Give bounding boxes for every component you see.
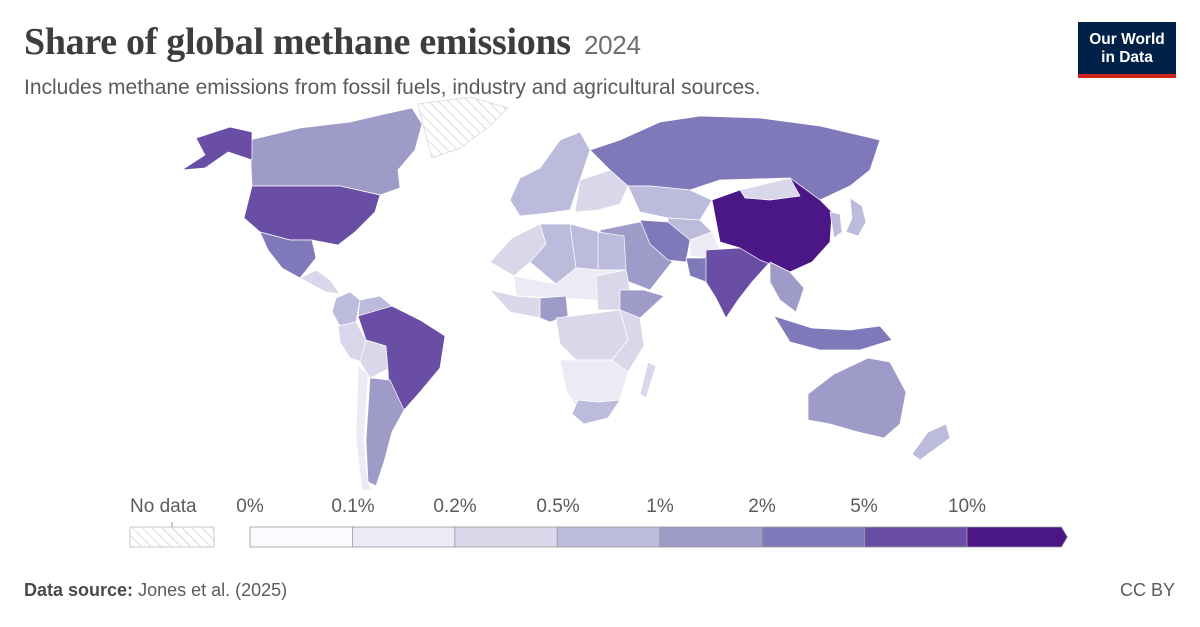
legend-bin[interactable] [454,526,558,548]
region-indonesia[interactable]: Indonesia [773,315,893,351]
region-ethiopia[interactable]: Ethiopia [619,289,665,319]
legend-tick-label: 0.2% [433,496,477,517]
legend-tick-label: 0% [236,496,264,517]
map-legend [129,522,1068,548]
data-source: Data source: Jones et al. (2025) [24,580,287,601]
region-canada[interactable]: Canada [249,107,423,196]
legend-tick-label: 0.1% [331,496,375,517]
region-new-zealand[interactable]: New Zealand [911,423,951,461]
legend-nodata-swatch [129,526,215,548]
region-south-africa[interactable]: South Africa [571,399,621,425]
legend-nodata-label: No data [130,496,197,517]
owid-logo[interactable]: Our World in Data [1078,22,1176,78]
legend-bin[interactable] [249,526,353,548]
region-madagascar[interactable]: Madagascar [639,361,657,399]
region-colombia[interactable]: Colombia [331,291,361,327]
license: CC BY [1119,580,1175,600]
legend-tick-label: 5% [850,496,878,517]
region-japan[interactable]: Japan [845,197,867,237]
region-kazakhstan[interactable]: Kazakhstan [627,185,713,221]
legend-bin[interactable] [659,526,763,548]
region-southeast-asia[interactable]: Southeast Asia [769,261,805,313]
chart-subtitle: Includes methane emissions from fossil f… [24,76,761,99]
logo-line-2: in Data [1101,49,1153,66]
region-chile[interactable]: Chile [355,365,373,491]
region-mongolia[interactable]: Mongolia [739,177,801,201]
region-alaska[interactable]: Alaska (United States) [181,126,253,171]
legend-bin[interactable] [556,526,661,548]
legend-bin[interactable] [761,526,865,548]
logo-line-1: Our World [1089,31,1165,48]
legend-tick-label: 0.5% [536,496,580,517]
title-text: Share of global methane emissions [24,21,571,63]
region-argentina[interactable]: Argentina [365,377,405,487]
legend-bin[interactable] [966,526,1068,548]
region-korea[interactable]: Korea [829,211,843,239]
title-year: 2024 [583,30,641,60]
region-central-america[interactable]: Central America [299,269,341,295]
legend-bin[interactable] [864,526,968,548]
legend-tick-label: 10% [947,496,987,517]
region-australia[interactable]: Australia [807,357,907,439]
region-iran[interactable]: Iran [639,219,691,263]
region-brazil[interactable]: Brazil [357,305,446,411]
data-source-label: Data source: [24,580,134,600]
legend-tick-label: 2% [748,496,776,517]
region-egypt[interactable]: Egypt [597,231,627,271]
chart-title: Share of global methane emissions 2024 [24,20,641,64]
legend-tick-label: 1% [646,496,674,517]
region-mexico[interactable]: Mexico [259,231,317,279]
region-greenland[interactable]: Greenland [417,96,509,159]
data-source-text: Jones et al. (2025) [138,580,288,600]
region-central-africa[interactable]: Central Africa [555,309,629,361]
region-united-states[interactable]: United States [243,185,381,246]
legend-bin[interactable] [352,526,456,548]
